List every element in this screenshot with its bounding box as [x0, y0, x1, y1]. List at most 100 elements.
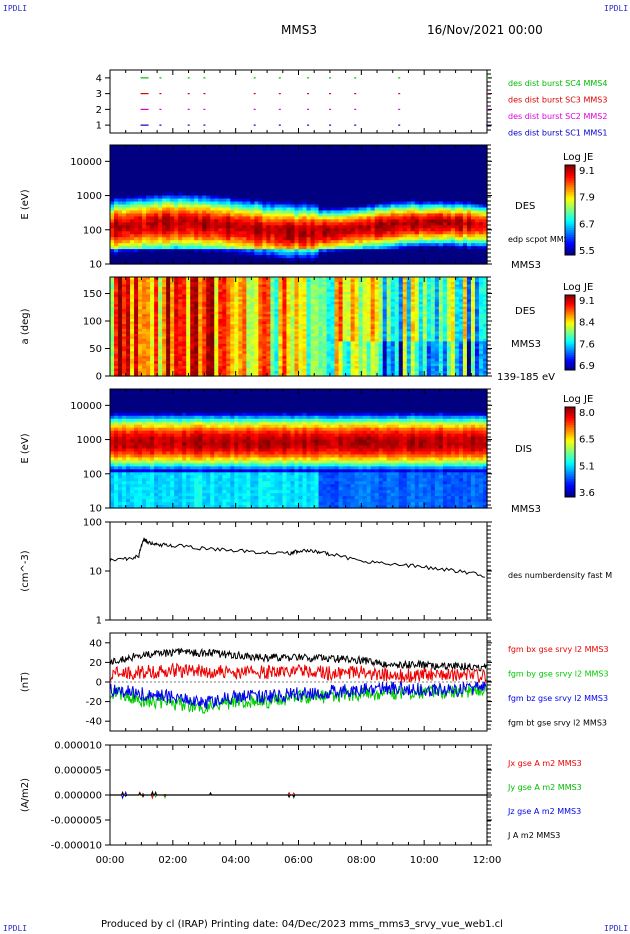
legend-j-j: J A m2 MMS3: [507, 831, 560, 840]
colorbar-cell-des-energy: [565, 189, 575, 193]
y-tick-label-availability: 4: [96, 73, 102, 84]
colorbar-cell-des-pitch: [565, 311, 575, 315]
spacecraft-title: MMS3: [281, 23, 317, 37]
colorbar-tick-dis-energy: 3.6: [579, 488, 595, 499]
x-tick-label: 10:00: [410, 855, 439, 866]
y-tick-label-des-energy: 1000: [77, 191, 102, 202]
colorbar-cell-des-pitch: [565, 317, 575, 320]
colorbar-cell-des-energy: [565, 223, 575, 227]
colorbar-cell-des-energy: [565, 241, 575, 245]
colorbar-cell-dis-energy: [565, 416, 575, 419]
legend-b-bx: fgm bx gse srvy l2 MMS3: [508, 645, 609, 654]
colorbar-tick-des-energy: 6.7: [579, 219, 595, 230]
colorbar-cell-des-energy: [565, 171, 575, 175]
heatmap-des-pitch: [110, 277, 488, 377]
colorbar-cell-des-pitch: [565, 306, 575, 309]
colorbar-cell-des-energy: [565, 219, 575, 222]
right-label-mms3-dis: MMS3: [511, 504, 541, 515]
colorbar-cell-des-pitch: [565, 362, 575, 365]
colorbar-cell-des-energy: [565, 225, 575, 229]
corner-label-top-left: IPDLI: [3, 4, 28, 13]
right-label-mms3: MMS3: [511, 260, 541, 271]
colorbar-cell-des-pitch: [565, 325, 575, 328]
colorbar-cell-dis-energy: [565, 411, 575, 415]
y-tick-label-des-pitch: 100: [83, 317, 102, 328]
colorbar-cell-des-energy: [565, 180, 575, 184]
colorbar-cell-dis-energy: [565, 470, 575, 473]
date-title: 16/Nov/2021 00:00: [427, 23, 543, 37]
colorbar-tick-des-pitch: 7.6: [579, 339, 595, 350]
right-label-edp-scpot: edp scpot MMS3: [508, 235, 574, 244]
legend-j-jz: Jz gse A m2 MMS3: [507, 807, 581, 816]
colorbar-cell-dis-energy: [565, 463, 575, 466]
colorbar-cell-des-energy: [565, 230, 575, 233]
y-tick-label-dis-energy: 100: [83, 469, 102, 480]
panel-frame-availability: [109, 69, 488, 134]
y-tick-label-magnetic-field: 20: [89, 658, 102, 669]
y-axis-label-des-energy: E (eV): [20, 189, 31, 219]
right-label-des: DES: [515, 201, 535, 212]
colorbar-cell-des-energy: [565, 203, 575, 206]
y-tick-label-current-density: -0.000010: [51, 841, 102, 852]
colorbar-tick-des-energy: 7.9: [579, 193, 595, 204]
colorbar-title-des-energy: Log JE: [563, 152, 593, 163]
colorbar-cell-des-pitch: [565, 360, 575, 363]
colorbar-cell-des-pitch: [565, 313, 575, 317]
y-tick-label-density: 1: [96, 616, 102, 627]
colorbar-cell-des-pitch: [565, 315, 575, 318]
colorbar-cell-des-pitch: [565, 353, 575, 356]
colorbar-cell-dis-energy: [565, 465, 575, 469]
colorbar-cell-dis-energy: [565, 447, 575, 451]
density-series-line: [109, 537, 485, 578]
colorbar-cell-des-pitch: [565, 341, 575, 345]
legend-mms4: des dist burst SC4 MMS4: [508, 79, 607, 88]
colorbar-cell-dis-energy: [565, 443, 575, 446]
colorbar-tick-dis-energy: 8.0: [579, 408, 595, 419]
colorbar-cell-des-energy: [565, 167, 575, 170]
colorbar-cell-des-energy: [565, 198, 575, 202]
colorbar-cell-dis-energy: [565, 418, 575, 421]
colorbar-cell-des-pitch: [565, 351, 575, 354]
y-tick-label-des-energy: 100: [83, 225, 102, 236]
y-tick-label-des-pitch: 150: [83, 289, 102, 300]
y-tick-label-density: 10: [89, 567, 102, 578]
colorbar-cell-des-pitch: [565, 330, 575, 333]
colorbar-cell-des-pitch: [565, 300, 575, 303]
colorbar-cell-des-energy: [565, 250, 575, 254]
y-axis-label-magnetic-field: (nT): [20, 672, 31, 692]
colorbar-cell-dis-energy: [565, 483, 575, 487]
heatmap-des-energy: [110, 145, 488, 265]
colorbar-cell-des-energy: [565, 248, 575, 251]
colorbar-cell-des-energy: [565, 207, 575, 211]
colorbar-cell-des-energy: [565, 237, 575, 240]
colorbar-title-des-pitch: Log JE: [563, 282, 593, 293]
colorbar-cell-des-energy: [565, 252, 575, 256]
legend-b-bz: fgm bz gse srvy l2 MMS3: [508, 694, 608, 703]
j-series-j: [110, 790, 487, 799]
colorbar-cell-des-energy: [565, 232, 575, 236]
y-tick-label-des-pitch: 0: [96, 372, 102, 383]
colorbar-cell-des-energy: [565, 216, 575, 220]
panel-frame-density: [109, 521, 488, 621]
colorbar-cell-des-pitch: [565, 364, 575, 367]
colorbar-cell-dis-energy: [565, 413, 575, 417]
colorbar-cell-dis-energy: [565, 438, 575, 442]
y-axis-label-dis-energy: E (eV): [20, 433, 31, 463]
colorbar-cell-dis-energy: [565, 429, 575, 433]
y-tick-label-magnetic-field: -20: [86, 697, 102, 708]
colorbar-cell-des-energy: [565, 210, 575, 213]
colorbar-cell-des-energy: [565, 234, 575, 238]
colorbar-cell-des-pitch: [565, 304, 575, 307]
colorbar-cell-dis-energy: [565, 490, 575, 493]
y-tick-label-current-density: 0.000010: [54, 741, 102, 752]
colorbar-cell-des-pitch: [565, 349, 575, 352]
colorbar-cell-des-pitch: [565, 347, 575, 350]
colorbar-cell-des-energy: [565, 176, 575, 179]
colorbar-tick-des-energy: 9.1: [579, 166, 595, 177]
corner-label-top-right: IPDLI: [604, 4, 629, 13]
colorbar-cell-des-pitch: [565, 334, 575, 337]
colorbar-tick-dis-energy: 5.1: [579, 461, 595, 472]
legend-b-bt: fgm bt gse srvy l2 MMS3: [508, 719, 607, 728]
colorbar-cell-dis-energy: [565, 474, 575, 478]
